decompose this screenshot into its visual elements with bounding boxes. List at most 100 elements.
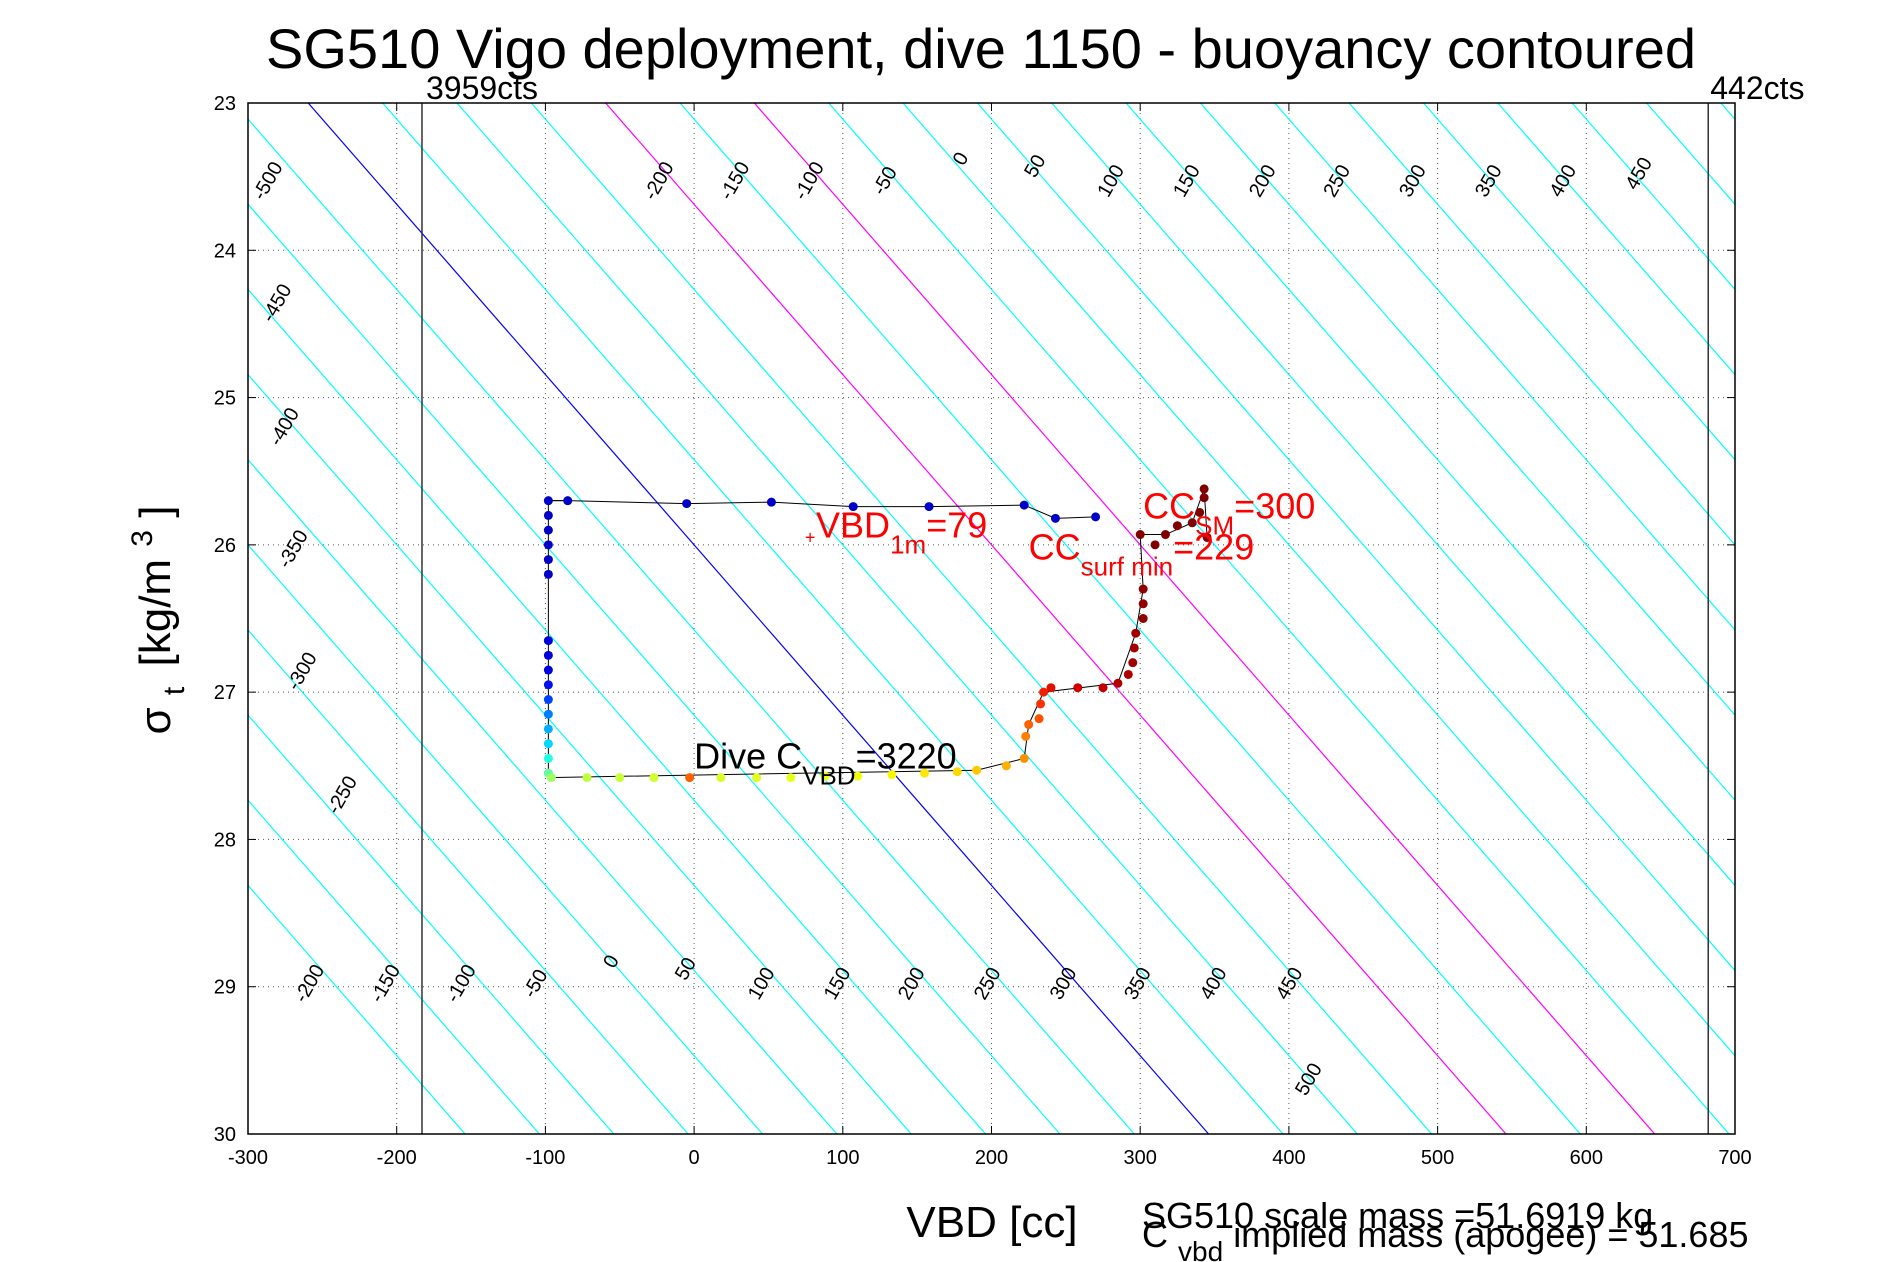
footer-c: C <box>1142 1214 1168 1255</box>
contour-line <box>248 543 763 1134</box>
dive-point <box>615 773 625 783</box>
contour-label: -400 <box>265 404 304 450</box>
contour-label: 450 <box>1272 964 1308 1004</box>
count-limit-label: 3959cts <box>426 70 538 106</box>
contour-label: 450 <box>1621 154 1657 194</box>
contour-line <box>307 103 1210 1134</box>
contour-label: -200 <box>290 961 329 1007</box>
contour-label: 0 <box>599 951 624 972</box>
annotation-sub: SM <box>1195 510 1234 540</box>
contour-label: -50 <box>519 966 553 1002</box>
dive-point <box>543 569 553 579</box>
dive-point <box>924 502 934 512</box>
dive-point <box>853 771 863 781</box>
contour-label: -300 <box>283 649 322 695</box>
annotation-value: =229 <box>1173 527 1254 568</box>
contour-line <box>1423 103 1735 461</box>
dive-point <box>972 765 982 775</box>
contour-line <box>1274 103 1735 631</box>
contour-label: 150 <box>1169 161 1205 201</box>
contour-label: 350 <box>1471 161 1507 201</box>
dive-point <box>1138 614 1148 623</box>
contour-label: 200 <box>1245 161 1281 201</box>
footer-scale-mass: SG510 scale mass =51.6919 kg <box>1142 1195 1653 1236</box>
contour-line <box>753 103 1656 1134</box>
annotation-red: CCSM=300 <box>1143 485 1315 540</box>
buoyancy-contours <box>248 103 1735 1134</box>
contour-line <box>1571 103 1735 291</box>
x-tick-label: -300 <box>228 1147 268 1169</box>
x-tick-label: 200 <box>975 1147 1008 1169</box>
contour-line <box>456 103 1358 1134</box>
contour-label: 400 <box>1196 964 1232 1004</box>
dive-point <box>685 773 695 783</box>
contour-label: 100 <box>744 964 780 1004</box>
x-tick-label: 700 <box>1718 1147 1751 1169</box>
y-axis-sigma: σ <box>131 707 180 734</box>
dive-point <box>1021 731 1031 741</box>
annotation-base: Dive C <box>694 736 802 777</box>
contour-line <box>605 103 1507 1134</box>
y-tick-label: 29 <box>214 977 236 999</box>
contour-label: -350 <box>274 526 313 572</box>
x-tick-label: -200 <box>377 1147 417 1169</box>
footer-implied-mass: C vbd implied mass (apogee) = 51.685 <box>1142 1214 1749 1262</box>
dive-point <box>920 768 930 778</box>
dive-point <box>1131 628 1141 638</box>
dive-point <box>716 773 726 783</box>
contour-line <box>902 103 1735 1057</box>
dive-point <box>543 525 553 535</box>
dive-point <box>1187 518 1197 528</box>
contour-line <box>248 458 838 1134</box>
footer-c-sub: vbd <box>1178 1236 1223 1262</box>
contour-line <box>1720 103 1735 121</box>
y-axis-units-sup: 3 <box>126 530 159 547</box>
contour-label: 250 <box>1319 161 1355 201</box>
x-tick-label: 0 <box>689 1147 700 1169</box>
count-limit-lines: 3959cts 442cts <box>421 70 1805 1134</box>
contour-label: 350 <box>1120 964 1156 1004</box>
y-tick-label: 26 <box>214 535 236 557</box>
dive-point <box>1199 493 1209 503</box>
dive-point <box>786 773 796 783</box>
annotation-base: VBD <box>816 504 890 545</box>
axis-ticks: -300 -200 -100 0 100 200 300 400 500 600 700232425… <box>214 93 1752 1169</box>
dive-point <box>1138 584 1148 594</box>
dive-point <box>1050 513 1060 523</box>
dive-point <box>1036 699 1046 709</box>
dive-point <box>543 510 553 520</box>
dive-point <box>543 540 553 550</box>
contour-line <box>1646 103 1735 206</box>
y-tick-label: 23 <box>214 93 236 115</box>
annotation-dive-cvbd: Dive CVBD=3220 <box>694 736 957 791</box>
annotation-value: =3220 <box>856 736 957 777</box>
contour-label: 0 <box>949 149 974 170</box>
x-tick-label: 300 <box>1124 1147 1157 1169</box>
contour-line <box>976 103 1735 972</box>
contour-label: -200 <box>640 158 679 204</box>
contour-label: 100 <box>1093 161 1129 201</box>
dive-point <box>952 767 962 777</box>
contour-line <box>248 629 689 1134</box>
dive-point <box>1128 658 1138 668</box>
annotation-sub: 1m <box>890 529 926 559</box>
contour-line <box>679 103 1581 1134</box>
contour-line <box>382 103 1284 1134</box>
x-tick-label: 500 <box>1421 1147 1454 1169</box>
contour-label: 200 <box>894 964 930 1004</box>
chart-title: SG510 Vigo deployment, dive 1150 - buoya… <box>266 17 1696 80</box>
dive-point <box>543 680 553 690</box>
contour-label: -100 <box>442 961 481 1007</box>
annotation-value: =79 <box>926 504 987 545</box>
dive-points: + <box>543 484 1212 783</box>
contour-label: 150 <box>820 964 856 1004</box>
dive-point <box>1024 720 1034 730</box>
contour-line <box>1125 103 1735 802</box>
dive-point <box>1046 683 1056 693</box>
dive-point <box>1123 669 1133 679</box>
x-axis-title: VBD [cc] <box>906 1198 1077 1247</box>
dive-point <box>1199 484 1209 494</box>
annotation-base: CC <box>1143 485 1195 526</box>
dive-point <box>1113 678 1123 688</box>
